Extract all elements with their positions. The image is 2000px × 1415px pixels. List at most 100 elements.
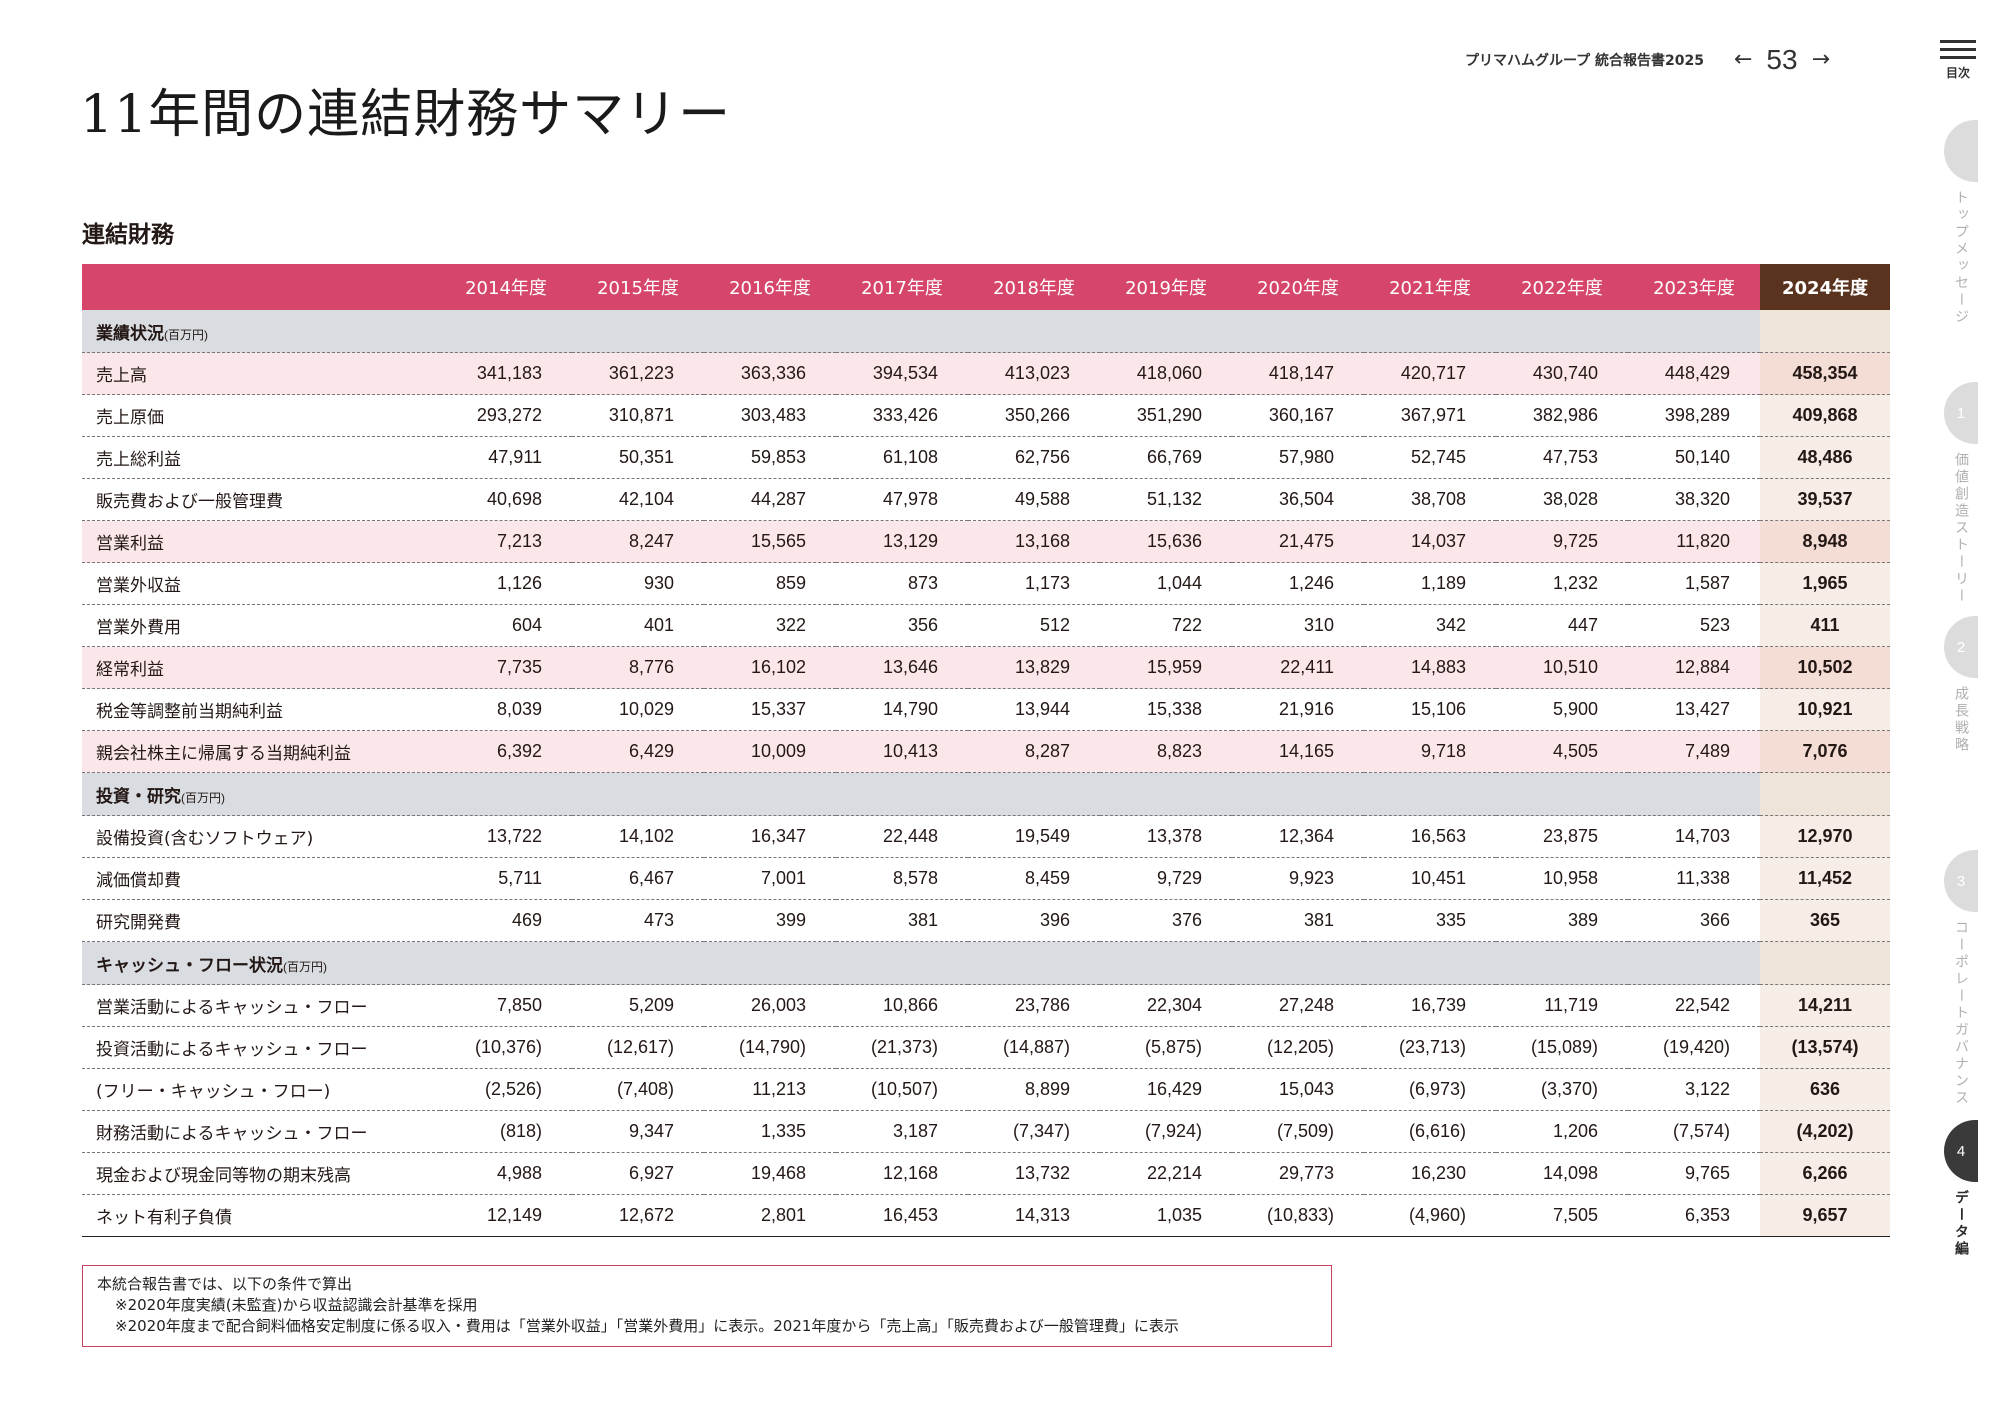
toc-label: 目次 <box>1945 66 1970 80</box>
value-cell: 8,039 <box>440 688 572 731</box>
group-latest-cell <box>1760 941 1890 985</box>
value-cell: 1,173 <box>968 562 1100 605</box>
value-cell: 10,866 <box>836 984 968 1027</box>
side-nav-tab[interactable]: 2 <box>1944 616 1978 678</box>
value-cell: 13,129 <box>836 520 968 563</box>
value-cell: 342 <box>1364 604 1496 647</box>
side-nav-label[interactable]: コーポレートガバナンス <box>1953 920 1969 1107</box>
value-cell: 1,232 <box>1496 562 1628 605</box>
value-cell: 40,698 <box>440 478 572 521</box>
value-cell: 361,223 <box>572 352 704 395</box>
value-cell: 420,717 <box>1364 352 1496 395</box>
header-blank-cell <box>82 264 440 310</box>
value-cell: 6,927 <box>572 1152 704 1195</box>
side-nav-label[interactable]: 価値創造ストーリー <box>1953 452 1969 605</box>
value-cell: 447 <box>1496 604 1628 647</box>
value-cell: 12,364 <box>1232 815 1364 858</box>
value-cell: 293,272 <box>440 394 572 437</box>
row-label: 税金等調整前当期純利益 <box>82 688 440 731</box>
year-header: 2019年度 <box>1100 264 1232 310</box>
year-header-latest: 2024年度 <box>1760 264 1890 310</box>
value-cell: 7,213 <box>440 520 572 563</box>
year-header: 2015年度 <box>572 264 704 310</box>
next-page-arrow-icon[interactable]: → <box>1811 47 1830 72</box>
value-cell: 8,287 <box>968 730 1100 773</box>
side-nav-tab[interactable] <box>1944 120 1978 182</box>
table-group-row: キャッシュ・フロー状況(百万円) <box>82 941 1890 985</box>
value-cell: 7,850 <box>440 984 572 1027</box>
value-cell: 430,740 <box>1496 352 1628 395</box>
page-number: 53 <box>1766 44 1798 75</box>
value-cell: 382,986 <box>1496 394 1628 437</box>
value-cell: (6,616) <box>1364 1110 1496 1153</box>
value-cell: (7,509) <box>1232 1110 1364 1153</box>
value-cell: 47,978 <box>836 478 968 521</box>
value-cell: 50,351 <box>572 436 704 479</box>
value-cell: 6,467 <box>572 857 704 900</box>
value-cell: (23,713) <box>1364 1026 1496 1069</box>
prev-page-arrow-icon[interactable]: ← <box>1733 47 1753 72</box>
value-cell: 11,338 <box>1628 857 1760 900</box>
value-cell: 13,168 <box>968 520 1100 563</box>
value-cell: 42,104 <box>572 478 704 521</box>
value-cell: 6,353 <box>1628 1194 1760 1237</box>
value-cell: 4,988 <box>440 1152 572 1195</box>
group-latest-cell <box>1760 772 1890 816</box>
value-cell: (818) <box>440 1110 572 1153</box>
side-nav-tab[interactable]: 1 <box>1944 382 1978 444</box>
value-cell: 9,718 <box>1364 730 1496 773</box>
value-cell: 356 <box>836 604 968 647</box>
value-cell: 66,769 <box>1100 436 1232 479</box>
side-nav-label[interactable]: 成長戦略 <box>1953 686 1969 754</box>
value-cell: 310 <box>1232 604 1364 647</box>
value-cell: 722 <box>1100 604 1232 647</box>
group-title-cell: 投資・研究(百万円) <box>82 772 1760 816</box>
value-cell: 38,028 <box>1496 478 1628 521</box>
value-cell: 376 <box>1100 899 1232 942</box>
value-cell: 13,722 <box>440 815 572 858</box>
value-cell: 1,189 <box>1364 562 1496 605</box>
value-cell: 26,003 <box>704 984 836 1027</box>
value-cell: 351,290 <box>1100 394 1232 437</box>
value-cell: 7,735 <box>440 646 572 689</box>
value-cell: 604 <box>440 604 572 647</box>
value-cell-latest: 365 <box>1760 899 1890 942</box>
value-cell: (7,574) <box>1628 1110 1760 1153</box>
value-cell: 49,588 <box>968 478 1100 521</box>
value-cell: 448,429 <box>1628 352 1760 395</box>
value-cell: 14,102 <box>572 815 704 858</box>
side-nav-tab[interactable]: 4 <box>1944 1120 1978 1182</box>
value-cell: 2,801 <box>704 1194 836 1237</box>
table-row: 売上総利益 47,911 50,351 59,853 61,108 62,756 66,76… <box>82 436 1890 479</box>
value-cell: 19,549 <box>968 815 1100 858</box>
value-cell: 394,534 <box>836 352 968 395</box>
value-cell: 12,149 <box>440 1194 572 1237</box>
value-cell: 363,336 <box>704 352 836 395</box>
row-label: 営業外収益 <box>82 562 440 605</box>
year-header: 2021年度 <box>1364 264 1496 310</box>
value-cell: 14,883 <box>1364 646 1496 689</box>
value-cell: 6,429 <box>572 730 704 773</box>
value-cell: 350,266 <box>968 394 1100 437</box>
row-label: 販売費および一般管理費 <box>82 478 440 521</box>
table-group-row: 業績状況(百万円) <box>82 310 1890 353</box>
value-cell-latest: 7,076 <box>1760 730 1890 773</box>
value-cell: 512 <box>968 604 1100 647</box>
row-label: 投資活動によるキャッシュ・フロー <box>82 1026 440 1069</box>
side-nav-tab[interactable]: 3 <box>1944 850 1978 912</box>
note-item: ※2020年度まで配合飼料価格安定制度に係る収入・費用は「営業外収益」「営業外費… <box>115 1317 1179 1335</box>
value-cell: 62,756 <box>968 436 1100 479</box>
side-nav-label[interactable]: データ編 <box>1953 1190 1969 1258</box>
value-cell: 61,108 <box>836 436 968 479</box>
value-cell: 3,187 <box>836 1110 968 1153</box>
side-nav-label[interactable]: トップメッセージ <box>1953 190 1969 326</box>
value-cell: 13,829 <box>968 646 1100 689</box>
table-row: 営業利益 7,213 8,247 15,565 13,129 13,168 15,636 21… <box>82 520 1890 563</box>
value-cell: 16,230 <box>1364 1152 1496 1195</box>
toc-button[interactable]: 目次 <box>1940 40 1976 81</box>
value-cell: (6,973) <box>1364 1068 1496 1111</box>
value-cell: 8,459 <box>968 857 1100 900</box>
value-cell: (14,887) <box>968 1026 1100 1069</box>
group-latest-cell <box>1760 310 1890 353</box>
value-cell: 303,483 <box>704 394 836 437</box>
